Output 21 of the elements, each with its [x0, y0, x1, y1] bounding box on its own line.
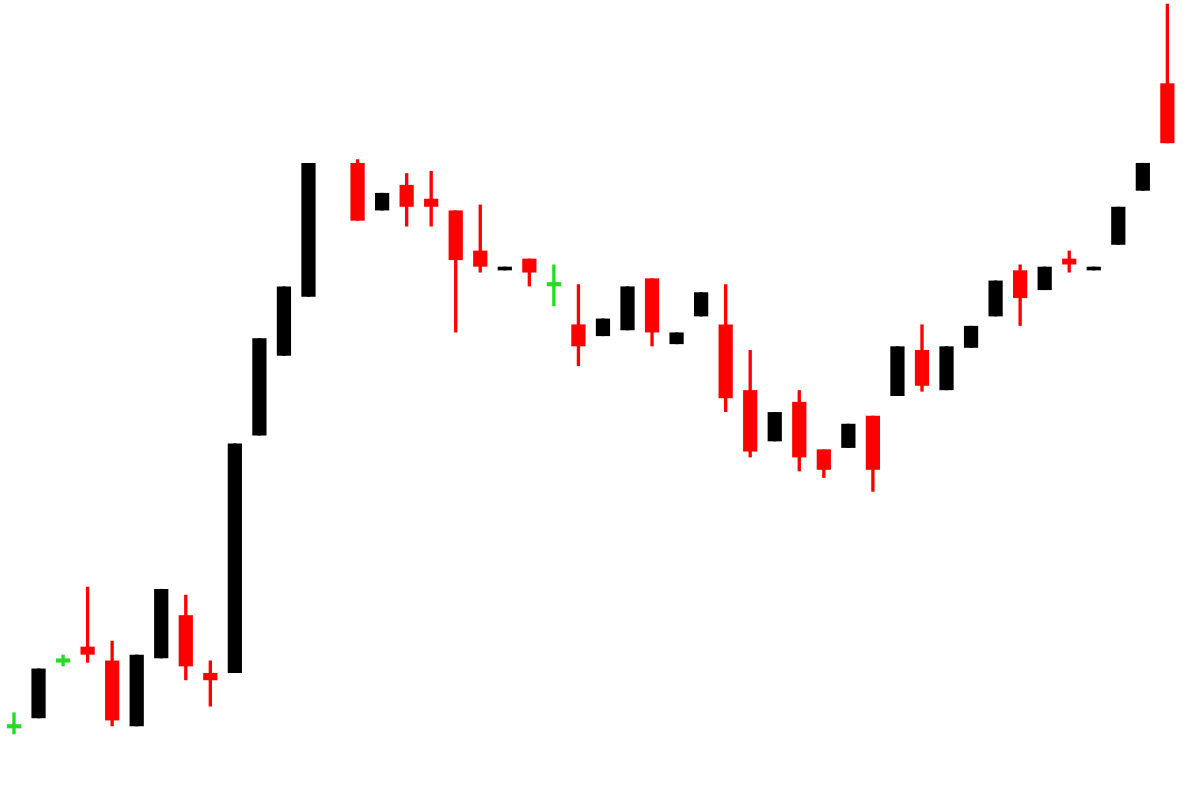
- candlestick: [963, 324, 979, 350]
- candlestick: [620, 284, 635, 332]
- candlestick: [767, 410, 782, 443]
- candlestick: [31, 666, 46, 720]
- candlestick: [595, 316, 611, 338]
- candlestick: [252, 336, 267, 438]
- candlestick: [841, 422, 856, 450]
- candlestick: [374, 191, 390, 213]
- candlestick: [988, 278, 1003, 319]
- candlestick: [301, 161, 316, 299]
- candlestick: [1111, 205, 1126, 247]
- candlestick: [1135, 161, 1150, 193]
- candlestick: [227, 441, 242, 675]
- candlestick: [129, 652, 144, 728]
- candlestick: [154, 587, 169, 660]
- candlestick: [669, 330, 684, 346]
- candlestick: [939, 344, 954, 392]
- candlestick: [276, 284, 292, 358]
- candlestick: [890, 344, 905, 398]
- candlestick: [1037, 265, 1052, 292]
- candlestick: [694, 290, 709, 319]
